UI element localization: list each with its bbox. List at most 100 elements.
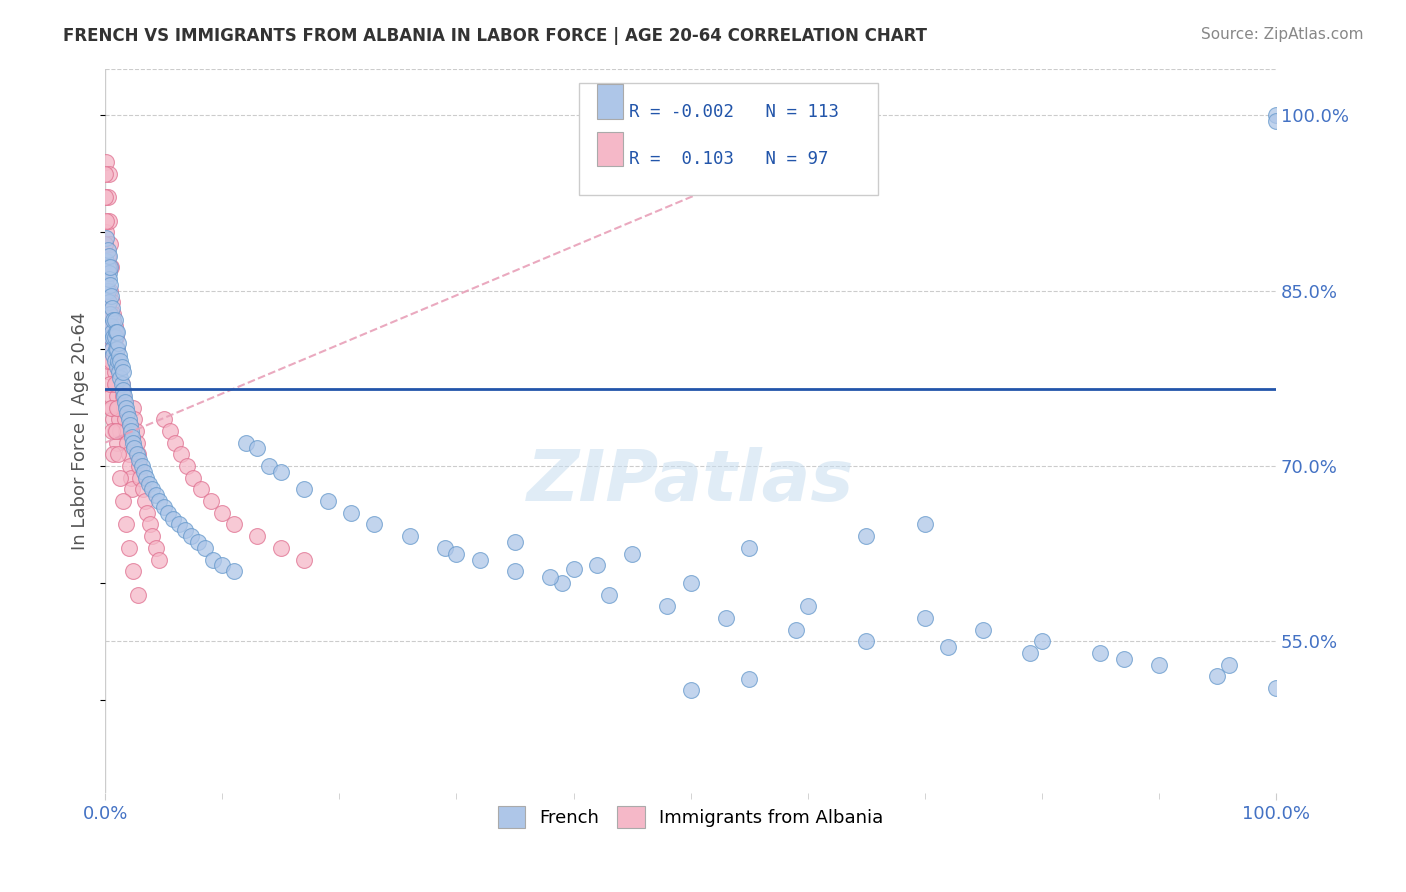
French (363, 517, 385, 532)
French (586, 558, 609, 573)
French (201, 552, 224, 566)
Immigrants from Albania (103, 353, 125, 368)
French (110, 353, 132, 368)
French (157, 506, 180, 520)
Immigrants from Albania (107, 401, 129, 415)
Legend: French, Immigrants from Albania: French, Immigrants from Albania (491, 798, 890, 835)
French (316, 494, 339, 508)
French (131, 458, 153, 473)
French (162, 511, 184, 525)
French (936, 640, 959, 655)
French (211, 558, 233, 573)
French (714, 611, 737, 625)
French (340, 506, 363, 520)
Immigrants from Albania (110, 471, 132, 485)
Immigrants from Albania (96, 225, 118, 239)
Immigrants from Albania (270, 541, 292, 555)
Immigrants from Albania (115, 517, 138, 532)
Immigrants from Albania (176, 458, 198, 473)
French (138, 476, 160, 491)
French (96, 284, 118, 298)
Immigrants from Albania (134, 494, 156, 508)
Immigrants from Albania (98, 236, 121, 251)
French (100, 330, 122, 344)
Immigrants from Albania (108, 412, 131, 426)
French (222, 564, 245, 578)
French (97, 295, 120, 310)
French (135, 471, 157, 485)
Immigrants from Albania (124, 424, 146, 438)
Immigrants from Albania (96, 190, 118, 204)
French (914, 517, 936, 532)
French (101, 301, 124, 315)
French (1112, 652, 1135, 666)
French (270, 465, 292, 479)
Immigrants from Albania (103, 377, 125, 392)
French (562, 562, 585, 576)
Immigrants from Albania (117, 541, 139, 555)
French (292, 483, 315, 497)
Immigrants from Albania (127, 588, 149, 602)
French (100, 289, 122, 303)
French (122, 435, 145, 450)
Bar (598, 132, 623, 167)
French (96, 254, 118, 268)
Immigrants from Albania (104, 424, 127, 438)
French (117, 412, 139, 426)
Immigrants from Albania (96, 260, 118, 275)
Immigrants from Albania (115, 424, 138, 438)
French (96, 277, 118, 292)
French (1218, 657, 1240, 672)
Immigrants from Albania (107, 447, 129, 461)
French (1265, 114, 1288, 128)
French (117, 406, 139, 420)
French (914, 611, 936, 625)
French (111, 383, 134, 397)
Immigrants from Albania (110, 424, 132, 438)
Immigrants from Albania (181, 471, 204, 485)
French (110, 371, 132, 385)
French (110, 377, 132, 392)
Immigrants from Albania (122, 401, 145, 415)
French (97, 272, 120, 286)
Immigrants from Albania (96, 284, 118, 298)
Immigrants from Albania (98, 377, 121, 392)
Immigrants from Albania (103, 307, 125, 321)
French (1019, 646, 1042, 660)
Text: ZIPatlas: ZIPatlas (527, 447, 855, 516)
French (468, 552, 491, 566)
Immigrants from Albania (100, 353, 122, 368)
French (194, 541, 217, 555)
French (103, 330, 125, 344)
French (108, 366, 131, 380)
Immigrants from Albania (100, 307, 122, 321)
Immigrants from Albania (97, 307, 120, 321)
French (98, 260, 121, 275)
Immigrants from Albania (96, 295, 118, 310)
French (433, 541, 456, 555)
French (132, 465, 155, 479)
Immigrants from Albania (211, 506, 233, 520)
French (621, 547, 644, 561)
Immigrants from Albania (111, 389, 134, 403)
Immigrants from Albania (98, 284, 121, 298)
French (110, 359, 132, 374)
French (1265, 108, 1288, 122)
French (855, 634, 877, 648)
French (97, 266, 120, 280)
Immigrants from Albania (94, 236, 117, 251)
Immigrants from Albania (200, 494, 222, 508)
French (1090, 646, 1112, 660)
Immigrants from Albania (125, 435, 148, 450)
French (101, 342, 124, 356)
Text: R =  0.103   N = 97: R = 0.103 N = 97 (628, 151, 828, 169)
French (107, 336, 129, 351)
Immigrants from Albania (105, 401, 128, 415)
Immigrants from Albania (103, 424, 125, 438)
Immigrants from Albania (101, 295, 124, 310)
Immigrants from Albania (112, 401, 135, 415)
French (167, 517, 190, 532)
French (103, 330, 125, 344)
Immigrants from Albania (96, 213, 118, 227)
Immigrants from Albania (114, 412, 136, 426)
